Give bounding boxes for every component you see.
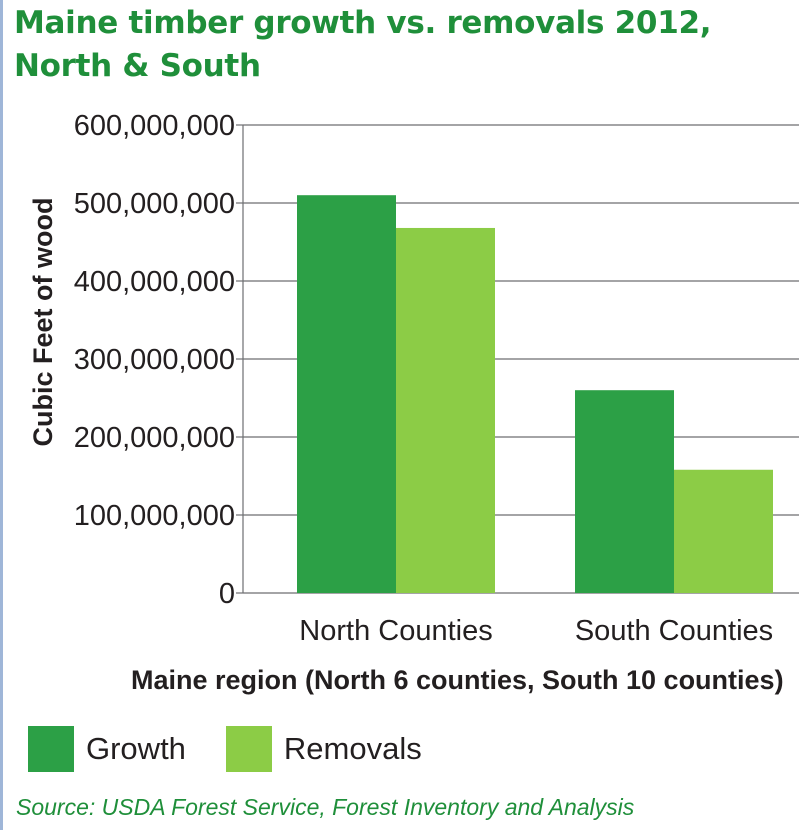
legend-swatch-removals: [225, 726, 272, 772]
frame-edge: [0, 0, 3, 830]
chart-title: Maine timber growth vs. removals 2012, N…: [14, 2, 794, 88]
legend-item-removals: Removals: [225, 726, 422, 772]
bar-removals-south: [674, 469, 773, 593]
y-tick-labels: 0 100,000,000 200,000,000 300,000,000 400,00…: [74, 110, 235, 610]
bar-removals-north: [396, 227, 495, 593]
y-tick-label: 300,000,000: [74, 344, 235, 376]
bars: [297, 195, 773, 593]
y-tick-label: 100,000,000: [74, 500, 235, 532]
title-line-1: Maine timber growth vs. removals 2012,: [14, 5, 712, 41]
x-tick-label: South Counties: [575, 615, 773, 647]
legend-item-growth: Growth: [28, 726, 186, 772]
legend-swatch-growth: [28, 726, 74, 772]
bar-growth-south: [575, 390, 674, 593]
source-note: Source: USDA Forest Service, Forest Inve…: [16, 794, 635, 820]
legend: Growth Removals: [28, 723, 462, 775]
y-axis-label: Cubic Feet of wood: [28, 198, 58, 447]
x-axis-label: Maine region (North 6 counties, South 10…: [131, 665, 784, 695]
bar-chart: 0 100,000,000 200,000,000 300,000,000 400,00…: [28, 110, 799, 695]
y-tick-label: 200,000,000: [74, 422, 235, 454]
bar-growth-north: [297, 195, 396, 593]
x-tick-label: North Counties: [299, 615, 492, 647]
y-tick-label: 600,000,000: [74, 110, 235, 142]
legend-label-removals: Removals: [283, 731, 422, 766]
legend-label-growth: Growth: [86, 731, 186, 766]
y-tick-label: 400,000,000: [74, 266, 235, 298]
y-tick-label: 0: [219, 578, 235, 610]
title-line-2: North & South: [14, 48, 261, 84]
y-tick-label: 500,000,000: [74, 188, 235, 220]
x-tick-labels: North Counties South Counties: [299, 615, 773, 647]
